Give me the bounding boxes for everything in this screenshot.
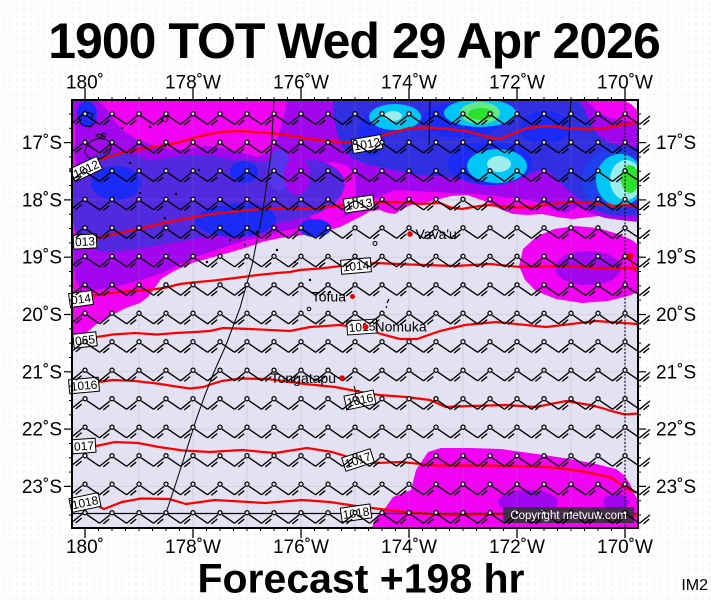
svg-text:Copyright metvuw.com: Copyright metvuw.com (510, 510, 626, 522)
svg-text:22˚S: 22˚S (22, 420, 62, 441)
svg-text:172˚W: 172˚W (489, 537, 545, 558)
svg-text:176˚W: 176˚W (273, 73, 329, 94)
svg-text:1016: 1016 (70, 378, 98, 394)
svg-text:174˚W: 174˚W (381, 73, 437, 94)
svg-text:170˚W: 170˚W (597, 73, 653, 94)
svg-text:23˚S: 23˚S (22, 477, 62, 498)
svg-text:17˚S: 17˚S (22, 133, 62, 154)
svg-text:18˚S: 18˚S (22, 190, 62, 211)
svg-text:Forecast +198 hr: Forecast +198 hr (197, 556, 524, 600)
svg-text:19˚S: 19˚S (656, 248, 696, 269)
svg-text:174˚W: 174˚W (381, 537, 437, 558)
svg-text:1014: 1014 (342, 258, 370, 274)
svg-text:23˚S: 23˚S (656, 477, 696, 498)
svg-text:22˚S: 22˚S (656, 420, 696, 441)
svg-text:20˚S: 20˚S (22, 305, 62, 326)
svg-text:18˚S: 18˚S (656, 190, 696, 211)
svg-text:IM2: IM2 (681, 577, 708, 594)
svg-text:178˚W: 178˚W (165, 73, 221, 94)
svg-text:1013: 1013 (345, 195, 374, 213)
svg-text:1018: 1018 (71, 493, 100, 512)
svg-text:176˚W: 176˚W (273, 537, 329, 558)
svg-text:Tofua: Tofua (312, 289, 346, 305)
svg-text:170˚W: 170˚W (597, 537, 653, 558)
svg-text:Nomuka: Nomuka (375, 319, 427, 335)
svg-text:21˚S: 21˚S (22, 362, 62, 383)
svg-text:017: 017 (74, 438, 95, 453)
svg-text:21˚S: 21˚S (656, 362, 696, 383)
svg-text:19˚S: 19˚S (22, 248, 62, 269)
svg-text:1016: 1016 (346, 391, 375, 410)
svg-text:Vava'u: Vava'u (416, 226, 457, 242)
svg-text:178˚W: 178˚W (165, 537, 221, 558)
svg-text:20˚S: 20˚S (656, 305, 696, 326)
svg-text:180˚: 180˚ (66, 73, 104, 94)
svg-text:014: 014 (70, 291, 92, 308)
svg-text:172˚W: 172˚W (489, 73, 545, 94)
svg-text:1900 TOT Wed 29 Apr 2026: 1900 TOT Wed 29 Apr 2026 (48, 13, 660, 69)
svg-text:17˚S: 17˚S (656, 133, 696, 154)
svg-text:180˚: 180˚ (66, 537, 104, 558)
svg-text:Tongatapu: Tongatapu (271, 370, 336, 386)
svg-text:013: 013 (75, 234, 96, 249)
